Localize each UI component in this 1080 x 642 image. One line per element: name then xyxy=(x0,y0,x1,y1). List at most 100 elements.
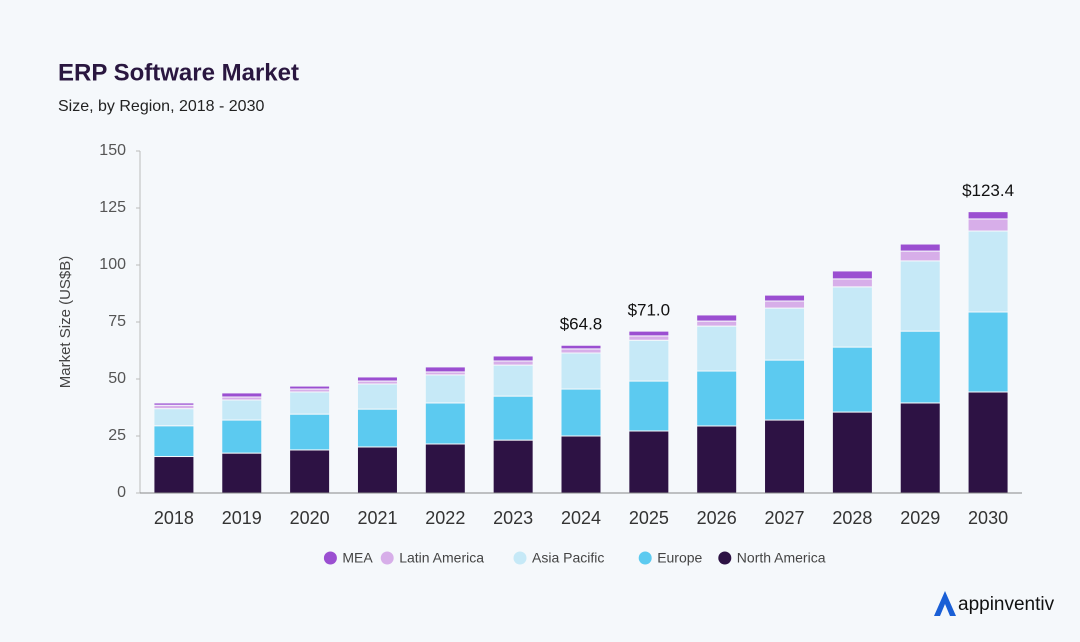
bar-segment xyxy=(899,402,941,494)
bar-segment xyxy=(967,391,1009,494)
total-label: $64.8 xyxy=(560,315,603,334)
y-tick-label: 0 xyxy=(117,484,126,501)
x-tick-label: 2018 xyxy=(154,508,194,528)
bar-segment xyxy=(492,439,534,494)
bar-segment xyxy=(153,402,195,406)
bar-segment xyxy=(424,402,466,445)
bar-segment xyxy=(560,435,602,494)
chart-subtitle: Size, by Region, 2018 - 2030 xyxy=(58,98,264,115)
bar-segment xyxy=(560,344,602,350)
y-axis-label: Market Size (US$B) xyxy=(57,256,74,389)
y-tick-label: 25 xyxy=(108,427,126,444)
x-tick-label: 2025 xyxy=(629,508,669,528)
bar-segment xyxy=(221,392,263,398)
bar-segment xyxy=(899,250,941,262)
x-tick-label: 2027 xyxy=(765,508,805,528)
x-tick-label: 2024 xyxy=(561,508,601,528)
x-tick-label: 2028 xyxy=(832,508,872,528)
bar-segment xyxy=(424,374,466,404)
legend-marker xyxy=(380,551,394,565)
y-tick-label: 100 xyxy=(99,256,126,273)
brand: appinventiv xyxy=(934,591,1055,616)
legend-marker xyxy=(718,551,732,565)
bar-segment xyxy=(831,286,873,348)
x-tick-label: 2026 xyxy=(697,508,737,528)
bar-segment xyxy=(356,383,398,410)
chart-title: ERP Software Market xyxy=(58,59,299,86)
bar-segment xyxy=(899,330,941,404)
brand-logo xyxy=(934,591,956,616)
bar-segment xyxy=(221,452,263,494)
bar-segment xyxy=(153,456,195,494)
bar-segment xyxy=(492,360,534,366)
bar-segment xyxy=(424,443,466,494)
bar-segment xyxy=(356,376,398,382)
y-tick-label: 125 xyxy=(99,199,126,216)
bar-segment xyxy=(967,211,1009,220)
bar-segment xyxy=(289,385,331,390)
bar-segment xyxy=(696,370,738,427)
bar-segment xyxy=(289,449,331,494)
bar-segment xyxy=(696,425,738,494)
bar-segment xyxy=(764,359,806,421)
legend-marker xyxy=(513,551,527,565)
x-tick-label: 2022 xyxy=(425,508,465,528)
y-tick-label: 50 xyxy=(108,370,126,387)
legend-label: Latin America xyxy=(399,550,484,566)
bar-segment xyxy=(696,320,738,327)
bar-segment xyxy=(831,278,873,288)
bar-segment xyxy=(153,425,195,458)
y-tick-label: 150 xyxy=(99,142,126,159)
legend-label: Asia Pacific xyxy=(532,550,604,566)
x-tick-label: 2020 xyxy=(290,508,330,528)
x-tick-label: 2021 xyxy=(357,508,397,528)
bar-segment xyxy=(356,408,398,448)
x-tick-label: 2030 xyxy=(968,508,1008,528)
bar-segment xyxy=(967,218,1009,232)
x-tick-label: 2029 xyxy=(900,508,940,528)
bar-segment xyxy=(560,388,602,437)
bar-segment xyxy=(424,366,466,373)
bar-segment xyxy=(153,408,195,427)
bar-segment xyxy=(628,380,670,432)
bar-segment xyxy=(560,352,602,390)
bar-segment xyxy=(289,391,331,415)
bar-segment xyxy=(492,355,534,362)
x-tick-label: 2023 xyxy=(493,508,533,528)
bar-segment xyxy=(153,404,195,410)
y-tick-label: 75 xyxy=(108,313,126,330)
bar-segment xyxy=(560,348,602,354)
total-label: $71.0 xyxy=(628,301,671,320)
bar-segment xyxy=(831,346,873,413)
legend-marker xyxy=(638,551,652,565)
bar-segment xyxy=(764,294,806,302)
bar-segment xyxy=(356,446,398,494)
bar-segment xyxy=(764,300,806,309)
bar-segment xyxy=(628,330,670,337)
bar-segment xyxy=(628,430,670,494)
bar-segment xyxy=(967,311,1009,393)
bar-segment xyxy=(764,419,806,494)
bar-segment xyxy=(492,395,534,441)
bar-segment xyxy=(899,243,941,252)
bar-segment xyxy=(899,260,941,332)
legend-label: North America xyxy=(737,550,826,566)
brand-name: appinventiv xyxy=(958,594,1055,615)
bar-segment xyxy=(628,335,670,341)
x-tick-label: 2019 xyxy=(222,508,262,528)
bar-segment xyxy=(221,399,263,421)
bar-segment xyxy=(628,339,670,382)
bar-segment xyxy=(492,364,534,397)
bar-segment xyxy=(696,325,738,372)
total-label: $123.4 xyxy=(962,181,1014,200)
legend-label: Europe xyxy=(657,550,702,566)
bar-segment xyxy=(831,411,873,494)
bar-segment xyxy=(764,307,806,361)
bar-segment xyxy=(221,419,263,454)
legend-marker xyxy=(323,551,337,565)
bar-segment xyxy=(831,270,873,280)
bar-segment xyxy=(696,314,738,322)
legend-label: MEA xyxy=(342,550,373,566)
bar-segment xyxy=(967,230,1009,313)
